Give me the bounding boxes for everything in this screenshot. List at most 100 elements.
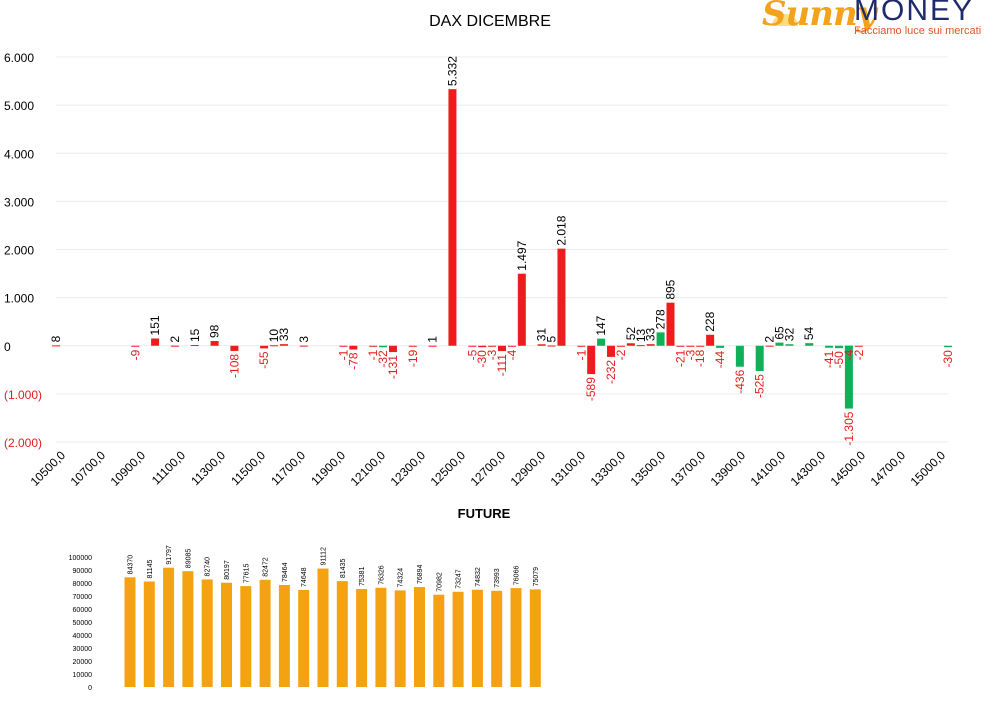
- future-data-label: 74648: [301, 567, 308, 587]
- bar: [666, 302, 675, 346]
- data-label: -2: [614, 349, 628, 360]
- chart-title: DAX DICEMBRE: [429, 13, 551, 30]
- future-data-label: 82740: [205, 557, 212, 577]
- bar: [577, 345, 586, 347]
- future-bar: [433, 594, 445, 687]
- future-bar: [317, 568, 329, 687]
- bar: [170, 345, 179, 347]
- bar: [428, 345, 437, 347]
- data-label: -9: [128, 349, 142, 360]
- future-bar: [375, 587, 387, 687]
- future-bar: [529, 589, 541, 687]
- data-label: -50: [832, 351, 846, 369]
- future-y-tick-label: 30000: [73, 646, 93, 653]
- sunny-money-logo: Sunny MONEY Facciamo luce sui mercati: [762, 0, 992, 42]
- bar: [369, 345, 378, 347]
- data-label: -1: [574, 349, 588, 360]
- data-label: 5.332: [445, 56, 459, 86]
- bar: [716, 345, 725, 348]
- future-data-label: 76894: [417, 564, 424, 584]
- bar: [408, 345, 417, 347]
- grid-lines: [56, 56, 948, 443]
- future-bar: [394, 590, 406, 687]
- data-label: 1.497: [515, 240, 529, 270]
- data-label: -1: [366, 349, 380, 360]
- bar: [706, 334, 715, 346]
- future-data-label: 80197: [224, 560, 231, 580]
- logo-word-sunny: Sunny: [762, 0, 876, 34]
- future-y-tick-label: 50000: [73, 620, 93, 627]
- future-y-tick-label: 90000: [73, 568, 93, 575]
- future-data-label: 73993: [494, 568, 501, 588]
- data-label: 1: [426, 336, 440, 343]
- data-label: 52: [624, 327, 638, 341]
- future-bar: [452, 591, 464, 687]
- future-bar: [336, 581, 348, 687]
- future-bar: [510, 588, 522, 687]
- data-label: -436: [733, 369, 747, 393]
- bar: [646, 344, 655, 346]
- bar: [547, 345, 556, 347]
- future-data-label: 75381: [359, 566, 366, 586]
- bar: [210, 341, 219, 346]
- data-label: -232: [604, 360, 618, 384]
- data-label: -55: [257, 351, 271, 369]
- bar: [636, 345, 645, 347]
- data-label: -3: [485, 349, 499, 360]
- x-tick-label: 13300,0: [588, 448, 629, 489]
- data-label: 151: [148, 315, 162, 335]
- future-data-label: 91797: [166, 545, 173, 565]
- data-label: 65: [773, 326, 787, 340]
- future-y-tick-label: 70000: [73, 594, 93, 601]
- bar: [230, 345, 239, 351]
- future-data-label: 76326: [378, 565, 385, 585]
- future-bar: [356, 589, 368, 687]
- data-label: -3: [683, 349, 697, 360]
- data-label: -41: [822, 350, 836, 368]
- logo-word-money: MONEY: [854, 0, 975, 27]
- bar: [844, 345, 853, 409]
- future-y-tick-label: 80000: [73, 581, 93, 588]
- x-tick-label: 12500,0: [428, 448, 469, 489]
- logo-tagline: Facciamo luce sui mercati: [854, 25, 982, 37]
- data-label: -4: [505, 349, 519, 360]
- data-label: -108: [227, 354, 241, 378]
- data-label: 15: [188, 328, 202, 342]
- future-data-label: 77615: [243, 564, 250, 584]
- y-tick-label: 5.000: [4, 99, 34, 113]
- bar: [448, 89, 457, 346]
- future-data-label: 70982: [436, 572, 443, 592]
- data-label: -1: [336, 349, 350, 360]
- future-data-label: 89085: [185, 549, 192, 569]
- data-label: 33: [277, 327, 291, 341]
- future-y-tick-label: 0: [88, 685, 92, 692]
- data-label: -2: [852, 349, 866, 360]
- x-tick-label: 12300,0: [388, 448, 429, 489]
- future-y-tick-label: 60000: [73, 607, 93, 614]
- bar: [339, 345, 348, 347]
- data-label: 13: [634, 328, 648, 342]
- data-label: -525: [753, 374, 767, 398]
- bar: [944, 345, 952, 348]
- x-tick-label: 11900,0: [308, 448, 348, 488]
- future-y-tick-label: 100000: [69, 555, 92, 562]
- data-label: 2.018: [554, 215, 568, 245]
- bar: [498, 345, 506, 352]
- x-tick-label: 11700,0: [268, 448, 308, 488]
- future-bar: [182, 571, 194, 687]
- bar: [676, 345, 685, 347]
- data-label: -1.305: [842, 411, 856, 445]
- data-label: -32: [376, 350, 390, 368]
- future-data-label: 76066: [514, 566, 521, 586]
- bar: [260, 345, 269, 349]
- future-bars: [124, 567, 541, 687]
- y-tick-label: (1.000): [4, 388, 42, 402]
- data-label: 98: [208, 324, 222, 338]
- x-tick-label: 11300,0: [188, 448, 228, 488]
- x-tick-label: 10900,0: [108, 448, 149, 489]
- data-label: 2: [763, 336, 777, 343]
- y-tick-label: 0: [4, 340, 11, 354]
- bars: [52, 89, 952, 409]
- future-bar: [471, 589, 483, 687]
- future-y-axis-ticks: 0 10000 20000 30000 40000 50000 60000 70000 8000…: [69, 555, 92, 692]
